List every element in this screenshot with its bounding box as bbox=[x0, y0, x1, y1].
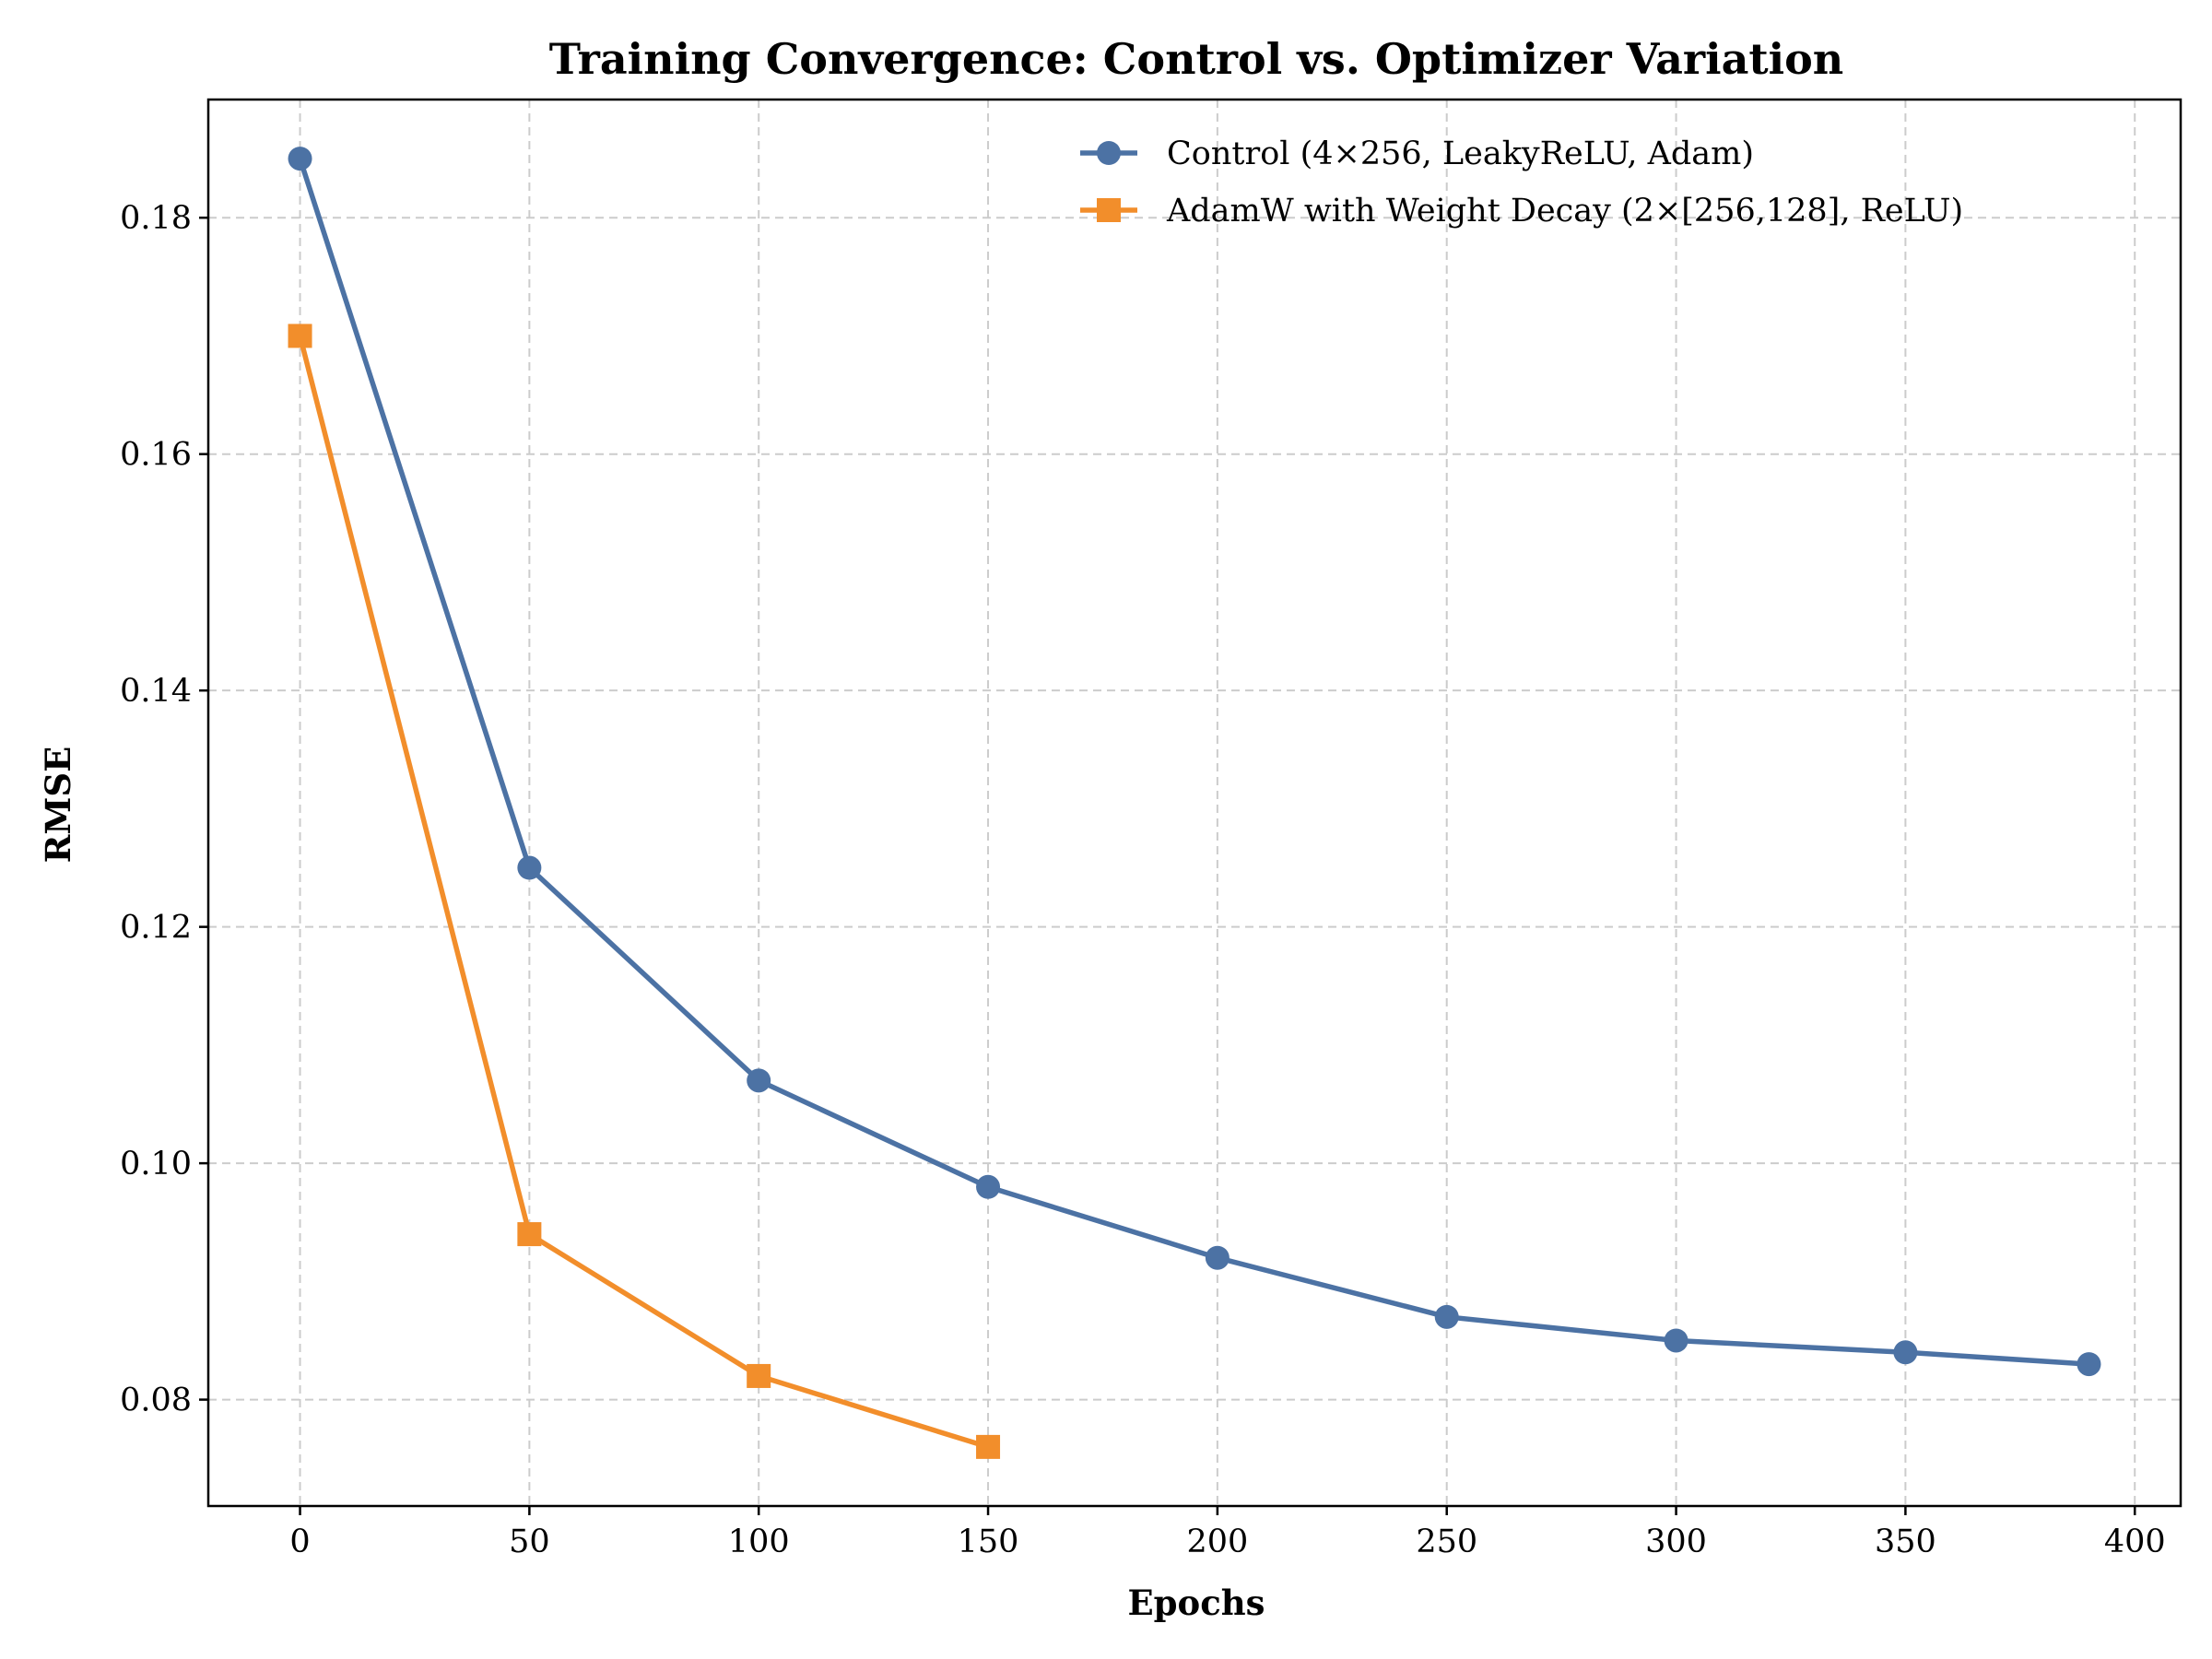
y-tick-label: 0.18 bbox=[120, 200, 192, 237]
plot-frame bbox=[206, 98, 2183, 1508]
data-point bbox=[2077, 1352, 2101, 1377]
y-tick-label: 0.12 bbox=[120, 910, 192, 947]
x-axis-label: Epochs bbox=[1127, 1583, 1265, 1623]
data-point bbox=[1893, 1340, 1918, 1365]
data-point bbox=[288, 324, 312, 348]
x-tick-label: 150 bbox=[958, 1524, 1019, 1560]
legend: Control (4×256, LeakyReLU, Adam) AdamW wi… bbox=[1080, 135, 1963, 229]
data-point bbox=[747, 1068, 771, 1093]
series-2 bbox=[288, 324, 1001, 1459]
x-tick-label: 250 bbox=[1416, 1524, 1477, 1560]
data-point bbox=[976, 1434, 1001, 1459]
x-tick-label: 50 bbox=[509, 1524, 550, 1560]
x-tick-label: 350 bbox=[1875, 1524, 1936, 1560]
legend-item: Control (4×256, LeakyReLU, Adam) bbox=[1080, 135, 1754, 172]
legend-item: AdamW with Weight Decay (2×[256,128], Re… bbox=[1080, 193, 1963, 229]
series-layer bbox=[288, 147, 2101, 1459]
y-tick-label: 0.08 bbox=[120, 1382, 192, 1419]
x-tick-label: 400 bbox=[2104, 1524, 2166, 1560]
series-1 bbox=[288, 147, 2101, 1377]
y-axis-label: RMSE bbox=[38, 747, 78, 864]
data-point bbox=[517, 1222, 542, 1247]
data-point bbox=[976, 1174, 1001, 1199]
x-tick-label: 200 bbox=[1186, 1524, 1248, 1560]
legend-marker bbox=[1097, 198, 1121, 222]
grid-layer bbox=[208, 100, 2181, 1506]
data-point bbox=[1205, 1245, 1230, 1270]
x-tick-label: 0 bbox=[289, 1524, 310, 1560]
data-point bbox=[1434, 1304, 1459, 1329]
data-point bbox=[747, 1363, 771, 1388]
y-tick-label: 0.16 bbox=[120, 437, 192, 474]
y-tick-label: 0.14 bbox=[120, 673, 192, 710]
data-point bbox=[1664, 1328, 1688, 1353]
ticks-layer: 0 50 100 150 200 250 300 350 400 0.08 0.10 0.12 0.14… bbox=[120, 200, 2166, 1560]
legend-label: AdamW with Weight Decay (2×[256,128], Re… bbox=[1166, 193, 1963, 229]
legend-label: Control (4×256, LeakyReLU, Adam) bbox=[1167, 135, 1754, 172]
x-tick-label: 100 bbox=[728, 1524, 790, 1560]
legend-marker bbox=[1097, 141, 1121, 165]
y-tick-label: 0.10 bbox=[120, 1146, 192, 1182]
data-point bbox=[288, 147, 312, 171]
chart-title: Training Convergence: Control vs. Optimi… bbox=[549, 34, 1843, 84]
series-line bbox=[297, 335, 989, 1450]
data-point bbox=[517, 855, 542, 880]
x-tick-label: 300 bbox=[1645, 1524, 1707, 1560]
